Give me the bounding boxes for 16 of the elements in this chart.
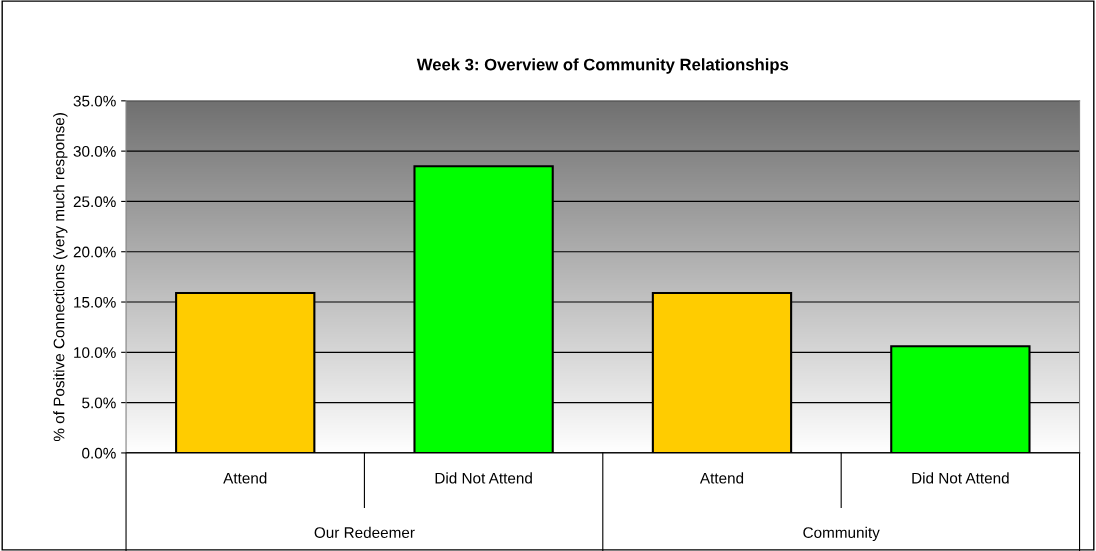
text: Community: [803, 526, 880, 542]
y-axis-title: % of Positive Connections (very much response): [53, 113, 68, 442]
x-tick-label: Attend: [699, 472, 744, 484]
chart-title: Week 3: Overview of Community Relationships: [416, 58, 789, 74]
x-tick-label: Attend: [223, 472, 267, 484]
x-tick-label: Did Not Attend: [435, 472, 532, 484]
y-tick-label: 35.0%: [73, 95, 116, 107]
x-tick-label: Did Not Attend: [912, 472, 1009, 484]
y-tick-label: 10.0%: [74, 347, 116, 359]
y-tick-label: 30.0%: [73, 146, 116, 157]
text: Our Redeemer: [314, 526, 415, 538]
y-tick-label: 15.0%: [74, 296, 116, 308]
y-tick-label: 25.0%: [73, 196, 116, 208]
y-tick-label: 20.0%: [73, 246, 116, 258]
y-tick-label: 5.0%: [82, 397, 116, 409]
y-tick-label: 0.0%: [82, 447, 116, 459]
